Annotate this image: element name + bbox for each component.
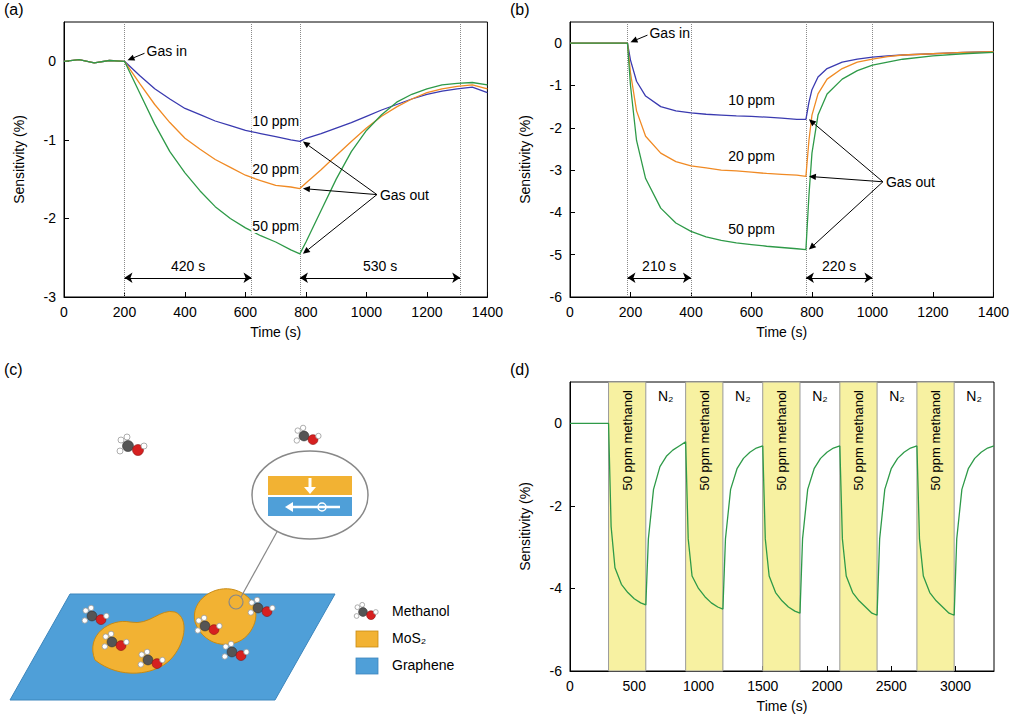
svg-text:1000: 1000 [857,304,888,320]
svg-text:Time (s): Time (s) [756,324,807,340]
html-text:(b): (b) [510,1,530,18]
svg-text:1400: 1400 [472,304,503,320]
svg-text:1500: 1500 [747,678,778,694]
svg-text:-2: -2 [550,120,563,136]
svg-text:800: 800 [294,304,318,320]
svg-text:530 s: 530 s [363,258,397,274]
svg-text:Graphene: Graphene [392,657,454,673]
svg-text:50 ppm methanol: 50 ppm methanol [774,390,789,491]
svg-text:-4: -4 [550,580,563,596]
svg-text:N₂: N₂ [658,388,674,404]
svg-text:1200: 1200 [917,304,948,320]
svg-text:Gas out: Gas out [380,187,429,203]
svg-text:200: 200 [113,304,137,320]
svg-text:400: 400 [173,304,197,320]
svg-text:N₂: N₂ [812,388,828,404]
svg-text:500: 500 [623,678,647,694]
svg-text:1200: 1200 [411,304,442,320]
svg-text:50 ppm: 50 ppm [252,218,299,234]
svg-text:-3: -3 [44,289,57,305]
svg-text:0: 0 [566,304,574,320]
svg-text:20 ppm: 20 ppm [252,161,299,177]
html-text:(a): (a) [4,1,24,18]
svg-text:220 s: 220 s [822,258,856,274]
svg-text:1000: 1000 [683,678,714,694]
svg-text:N₂: N₂ [889,388,905,404]
svg-text:Time (s): Time (s) [757,698,808,714]
svg-text:-6: -6 [550,289,563,305]
svg-text:-3: -3 [550,162,563,178]
svg-text:0: 0 [48,53,56,69]
svg-text:1400: 1400 [978,304,1009,320]
svg-text:50 ppm methanol: 50 ppm methanol [697,390,712,491]
svg-text:-2: -2 [550,498,563,514]
svg-text:-4: -4 [550,204,563,220]
svg-text:2000: 2000 [811,678,842,694]
svg-text:420 s: 420 s [171,258,205,274]
svg-text:-2: -2 [44,210,57,226]
svg-text:(c): (c) [4,361,23,378]
svg-text:Methanol: Methanol [392,603,450,619]
html-text:(d): (d) [510,361,530,378]
svg-text:N₂: N₂ [966,388,982,404]
svg-text:Gas in: Gas in [146,43,186,59]
svg-text:50 ppm methanol: 50 ppm methanol [928,390,943,491]
svg-text:0: 0 [554,35,562,51]
svg-text:Time (s): Time (s) [250,324,301,340]
svg-text:50 ppm methanol: 50 ppm methanol [851,390,866,491]
svg-text:-6: -6 [550,663,563,679]
svg-text:0: 0 [60,304,68,320]
svg-text:Sensitivity (%): Sensitivity (%) [517,115,533,204]
svg-text:0: 0 [566,678,574,694]
svg-text:800: 800 [800,304,824,320]
svg-text:Gas in: Gas in [649,25,689,41]
svg-text:600: 600 [740,304,764,320]
svg-text:0: 0 [554,415,562,431]
svg-text:MoS₂: MoS₂ [392,630,426,646]
svg-text:50 ppm methanol: 50 ppm methanol [620,390,635,491]
svg-text:10 ppm: 10 ppm [252,113,299,129]
svg-text:Sensitivity (%): Sensitivity (%) [11,115,27,204]
svg-text:50 ppm: 50 ppm [728,221,775,237]
svg-text:Sensitivity (%): Sensitivity (%) [517,482,533,571]
svg-text:600: 600 [234,304,258,320]
svg-text:210 s: 210 s [642,258,676,274]
svg-text:10 ppm: 10 ppm [728,92,775,108]
svg-text:20 ppm: 20 ppm [728,148,775,164]
svg-text:-1: -1 [550,77,563,93]
svg-text:-5: -5 [550,247,563,263]
svg-text:200: 200 [619,304,643,320]
svg-text:400: 400 [679,304,703,320]
svg-text:N₂: N₂ [735,388,751,404]
svg-text:-1: -1 [44,132,57,148]
svg-text:1000: 1000 [351,304,382,320]
svg-text:Gas out: Gas out [886,174,935,190]
svg-text:3000: 3000 [940,678,971,694]
svg-text:2500: 2500 [876,678,907,694]
